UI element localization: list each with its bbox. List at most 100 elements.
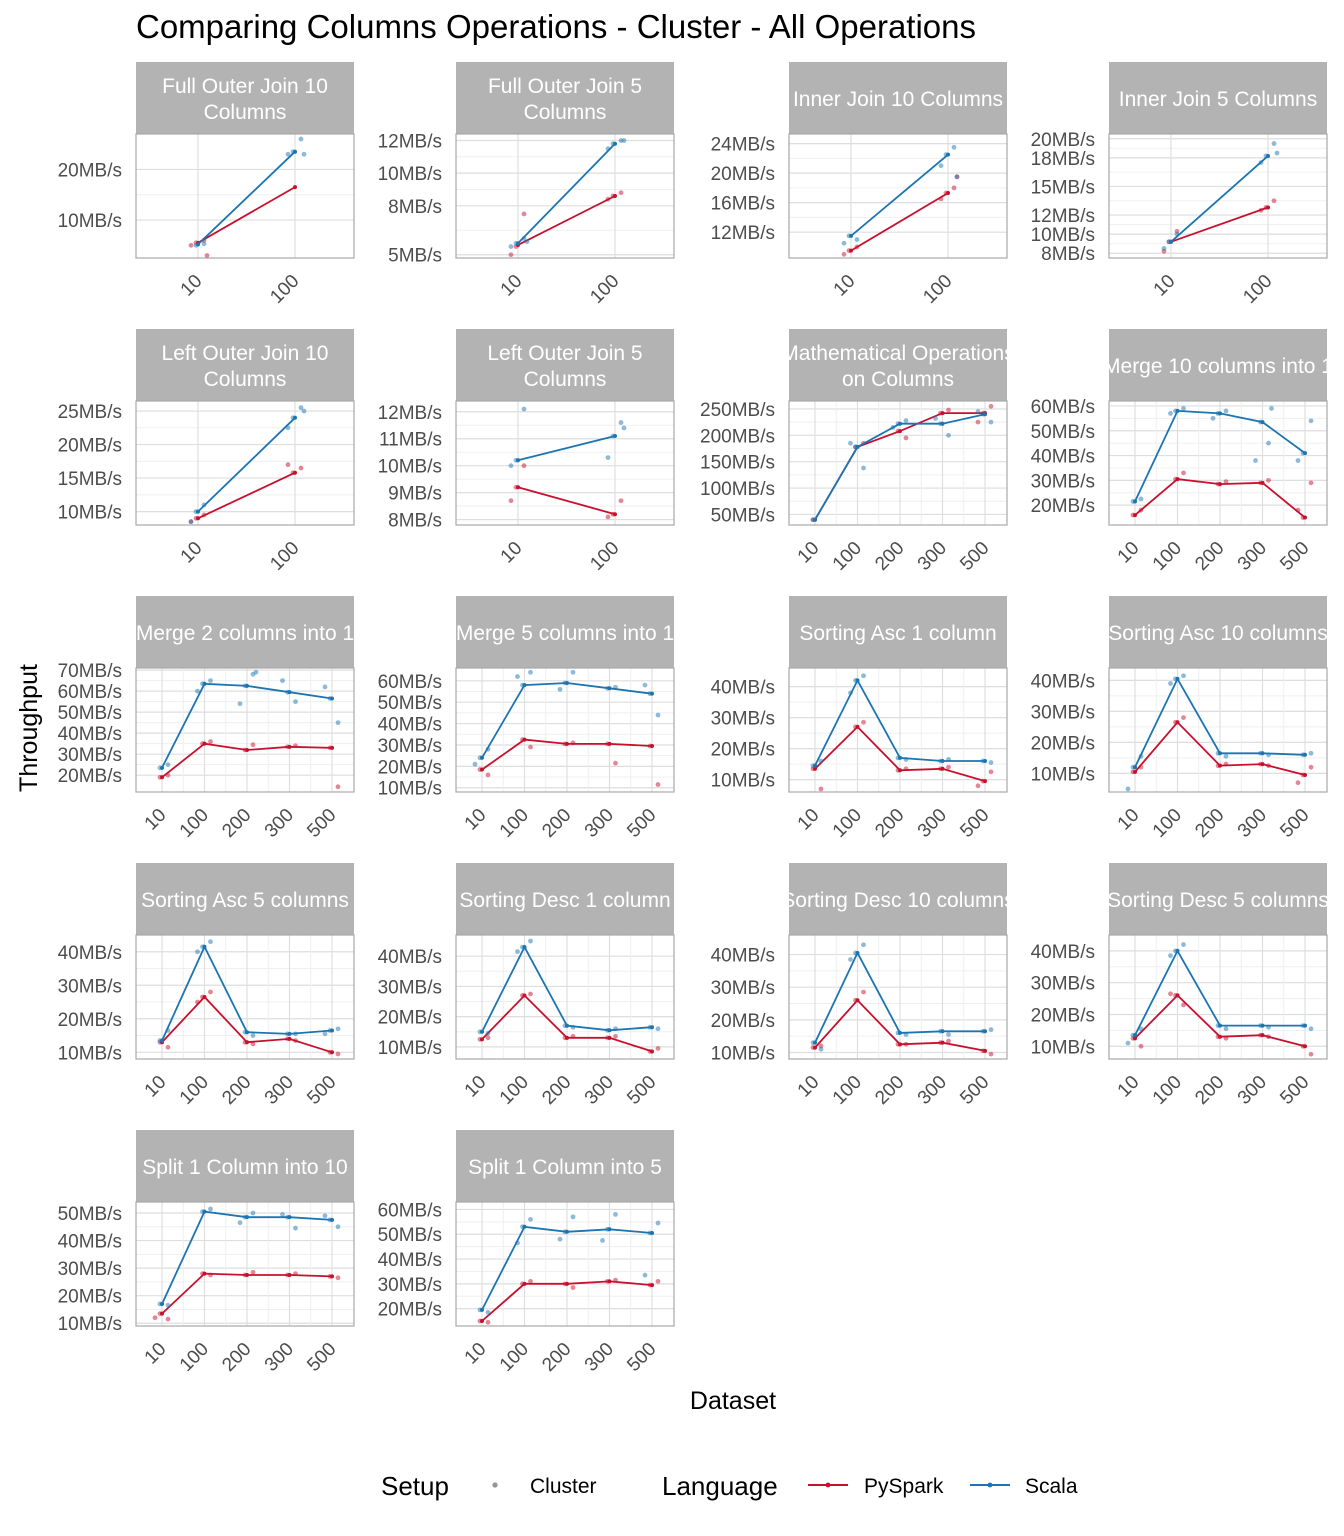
x-tick-label: 200 xyxy=(1191,1072,1228,1109)
facet-panel: Merge 2 columns into 1 20MB/s30MB/s40MB/s… xyxy=(58,596,355,842)
series-mean-point xyxy=(1169,239,1173,244)
data-point xyxy=(1168,991,1173,997)
series-mean-point xyxy=(565,1281,569,1286)
data-point xyxy=(1181,470,1186,476)
y-tick-label: 60MB/s xyxy=(58,682,122,703)
facet-title: Sorting Asc 5 columns xyxy=(141,889,349,912)
series-mean-point xyxy=(1133,1033,1137,1038)
facet-title: Split 1 Column into 5 xyxy=(468,1156,662,1179)
y-tick-label: 12MB/s xyxy=(711,223,775,244)
x-tick-label: 300 xyxy=(1234,805,1271,842)
series-mean-point xyxy=(940,766,945,771)
series-mean-point xyxy=(565,680,569,685)
y-tick-label: 40MB/s xyxy=(378,715,442,736)
data-point xyxy=(528,938,533,944)
x-tick-label: 300 xyxy=(1234,538,1271,575)
y-tick-label: 10MB/s xyxy=(1031,1037,1095,1058)
series-mean-point xyxy=(1133,765,1137,770)
series-mean-point xyxy=(983,1029,987,1034)
facet-title: Merge 2 columns into 1 xyxy=(136,622,354,645)
data-point xyxy=(1161,246,1167,251)
data-point xyxy=(280,1212,285,1217)
x-tick-label: 10 xyxy=(1114,538,1144,568)
y-tick-label: 10MB/s xyxy=(711,771,775,792)
series-mean-point xyxy=(202,1271,207,1276)
data-point xyxy=(1138,1043,1144,1049)
panel-border xyxy=(1108,133,1328,259)
series-mean-point xyxy=(983,412,987,417)
legend-label: PySpark xyxy=(864,1475,944,1498)
data-point xyxy=(988,403,994,409)
y-tick-label: 20MB/s xyxy=(58,766,122,787)
x-tick-label: 10 xyxy=(1150,271,1180,301)
data-point xyxy=(253,669,259,675)
x-tick-label: 500 xyxy=(956,805,993,842)
series-mean-point xyxy=(898,421,902,426)
series-line xyxy=(197,471,296,520)
data-point xyxy=(1253,458,1258,463)
x-tick-label: 200 xyxy=(871,805,908,842)
data-point xyxy=(854,237,860,242)
series-line xyxy=(197,417,296,513)
x-tick-label: 100 xyxy=(176,1339,213,1376)
y-tick-label: 20MB/s xyxy=(1031,1005,1095,1026)
series-mean-point xyxy=(1260,1033,1265,1038)
series-line xyxy=(517,143,616,244)
data-point xyxy=(1181,942,1186,947)
y-axis-title: Throughput xyxy=(15,664,43,792)
panel-border xyxy=(1108,934,1328,1060)
series-mean-point xyxy=(522,993,527,998)
series-mean-point xyxy=(293,149,297,154)
series-line xyxy=(850,192,949,252)
x-tick-label: 10 xyxy=(141,1339,171,1369)
x-tick-label: 100 xyxy=(1149,538,1186,575)
data-point xyxy=(642,1272,648,1278)
panel-border xyxy=(135,400,355,526)
x-tick-label: 300 xyxy=(581,1072,618,1109)
y-tick-label: 10MB/s xyxy=(378,1038,442,1059)
y-tick-label: 10MB/s xyxy=(58,503,122,524)
data-point xyxy=(485,1319,491,1325)
data-point xyxy=(655,1046,661,1051)
y-tick-label: 40MB/s xyxy=(711,678,775,699)
series-mean-point xyxy=(1303,515,1307,520)
data-point xyxy=(1223,408,1229,414)
y-tick-label: 40MB/s xyxy=(1031,447,1095,468)
y-tick-label: 50MB/s xyxy=(378,1225,442,1246)
data-point xyxy=(298,465,304,471)
series-mean-point xyxy=(330,1028,334,1033)
series-mean-point xyxy=(480,1307,484,1312)
data-point xyxy=(841,240,847,246)
data-point xyxy=(903,418,909,423)
x-tick-label: 500 xyxy=(623,1072,660,1109)
panel-border xyxy=(135,667,355,793)
x-tick-label: 10 xyxy=(794,805,824,835)
data-point xyxy=(988,1027,994,1033)
y-tick-label: 20MB/s xyxy=(711,740,775,761)
data-point xyxy=(298,136,304,142)
data-point xyxy=(1308,480,1314,486)
facet-panel: Merge 10 columns into 1 20MB/s 30MB/s 40MB/… xyxy=(1031,329,1328,575)
data-point xyxy=(618,190,624,196)
series-mean-point xyxy=(813,1040,817,1045)
y-tick-label: 70MB/s xyxy=(58,661,122,682)
facet-panel: Sorting Desc 10 columns 10MB/s 20MB/s 30MB/… xyxy=(711,863,1014,1109)
facet-title: Sorting Desc 10 columns xyxy=(781,889,1014,912)
data-point xyxy=(1210,415,1216,421)
series-mean-point xyxy=(480,755,484,760)
data-point xyxy=(515,949,520,955)
legend: Setup Cluster Language PySpark Scala xyxy=(381,1471,1078,1501)
series-mean-point xyxy=(160,1311,164,1316)
panel-border xyxy=(455,1201,675,1327)
x-tick-label: 500 xyxy=(303,1339,340,1376)
series-mean-point xyxy=(1175,408,1180,413)
data-point xyxy=(285,462,291,468)
data-point xyxy=(280,678,285,684)
series-mean-point xyxy=(522,737,527,742)
series-mean-point xyxy=(1133,769,1137,774)
data-point xyxy=(818,1046,824,1052)
data-point xyxy=(528,1278,533,1284)
facet-strip xyxy=(789,329,1007,401)
y-tick-label: 20MB/s xyxy=(1031,496,1095,517)
